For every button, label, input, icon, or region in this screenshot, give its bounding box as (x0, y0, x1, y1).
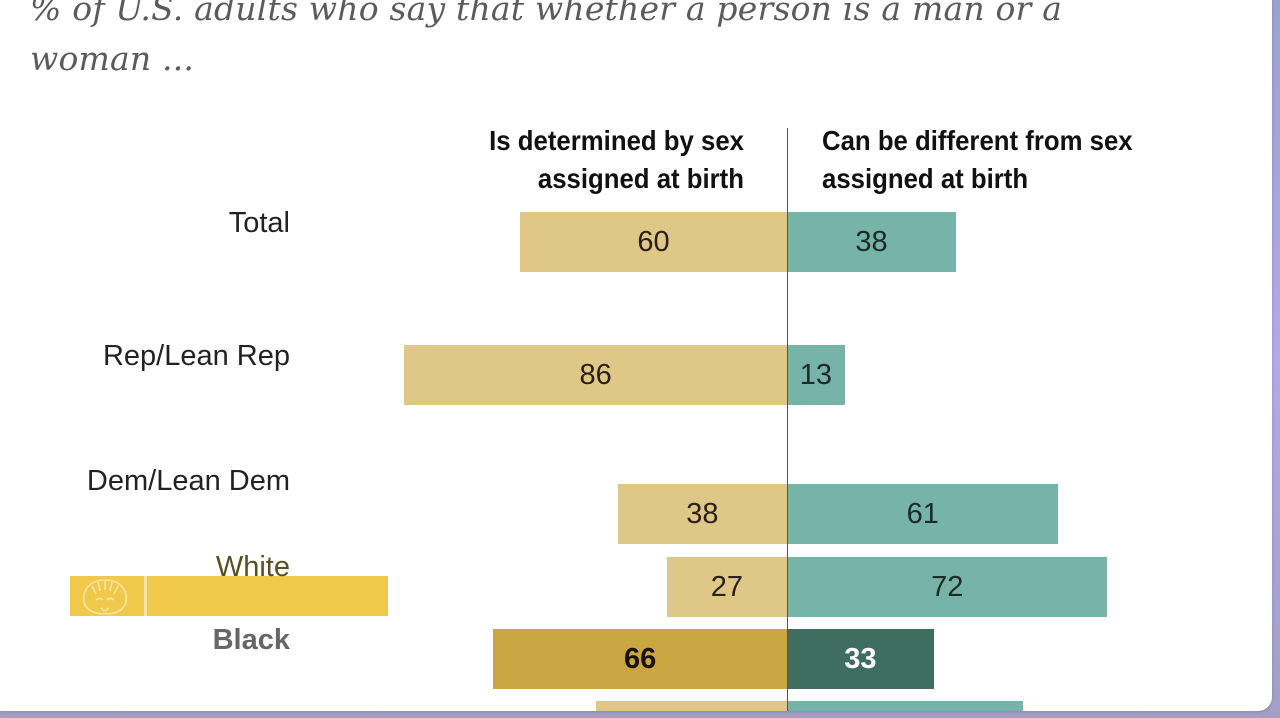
bar-different-rep-lean-rep: 13 (787, 345, 845, 405)
data-label-different-total: 38 (855, 225, 888, 258)
bar-determined-black: 66 (493, 629, 787, 689)
data-label-different-dem-lean-dem: 61 (906, 497, 939, 530)
bar-determined-total: 60 (520, 212, 787, 272)
row-label-white: White (215, 551, 290, 583)
data-label-determined-total: 60 (637, 225, 670, 258)
bar-different-dem-lean-dem: 61 (787, 484, 1059, 544)
bar-different-total: 38 (787, 212, 957, 272)
data-label-determined-dem-lean-dem: 38 (686, 497, 719, 530)
bar-determined-dem-lean-dem: 38 (617, 484, 787, 544)
data-label-determined-white: 27 (710, 570, 744, 603)
lion-logo-icon (82, 579, 128, 615)
row-label-rep-lean-rep: Rep/Lean Rep (102, 340, 290, 372)
logo-divider (144, 576, 147, 616)
bar-different-next-row (787, 701, 1023, 711)
column-header-determined: Is determined by sex assigned at birth (489, 125, 744, 194)
row-label-dem-lean-dem: Dem/Lean Dem (86, 465, 290, 497)
bar-different-black: 33 (787, 629, 934, 689)
data-label-determined-black: 66 (624, 642, 657, 675)
row-label-black: Black (212, 624, 290, 656)
chart-subtitle: % of U.S. adults who say that whether a … (30, 0, 1063, 78)
column-header-different: Can be different from sex assigned at bi… (822, 125, 1133, 194)
white-label-highlight (70, 576, 388, 616)
center-axis-line (787, 128, 788, 711)
bar-determined-next-row (595, 701, 787, 711)
row-label-total: Total (228, 207, 290, 239)
bar-determined-rep-lean-rep: 86 (404, 345, 787, 405)
bar-different-white: 72 (787, 557, 1108, 617)
bar-determined-white: 27 (666, 557, 787, 617)
data-label-different-black: 33 (844, 642, 877, 675)
data-label-determined-rep-lean-rep: 86 (579, 358, 612, 391)
data-label-different-white: 72 (931, 570, 964, 603)
data-label-different-rep-lean-rep: 13 (799, 358, 833, 391)
